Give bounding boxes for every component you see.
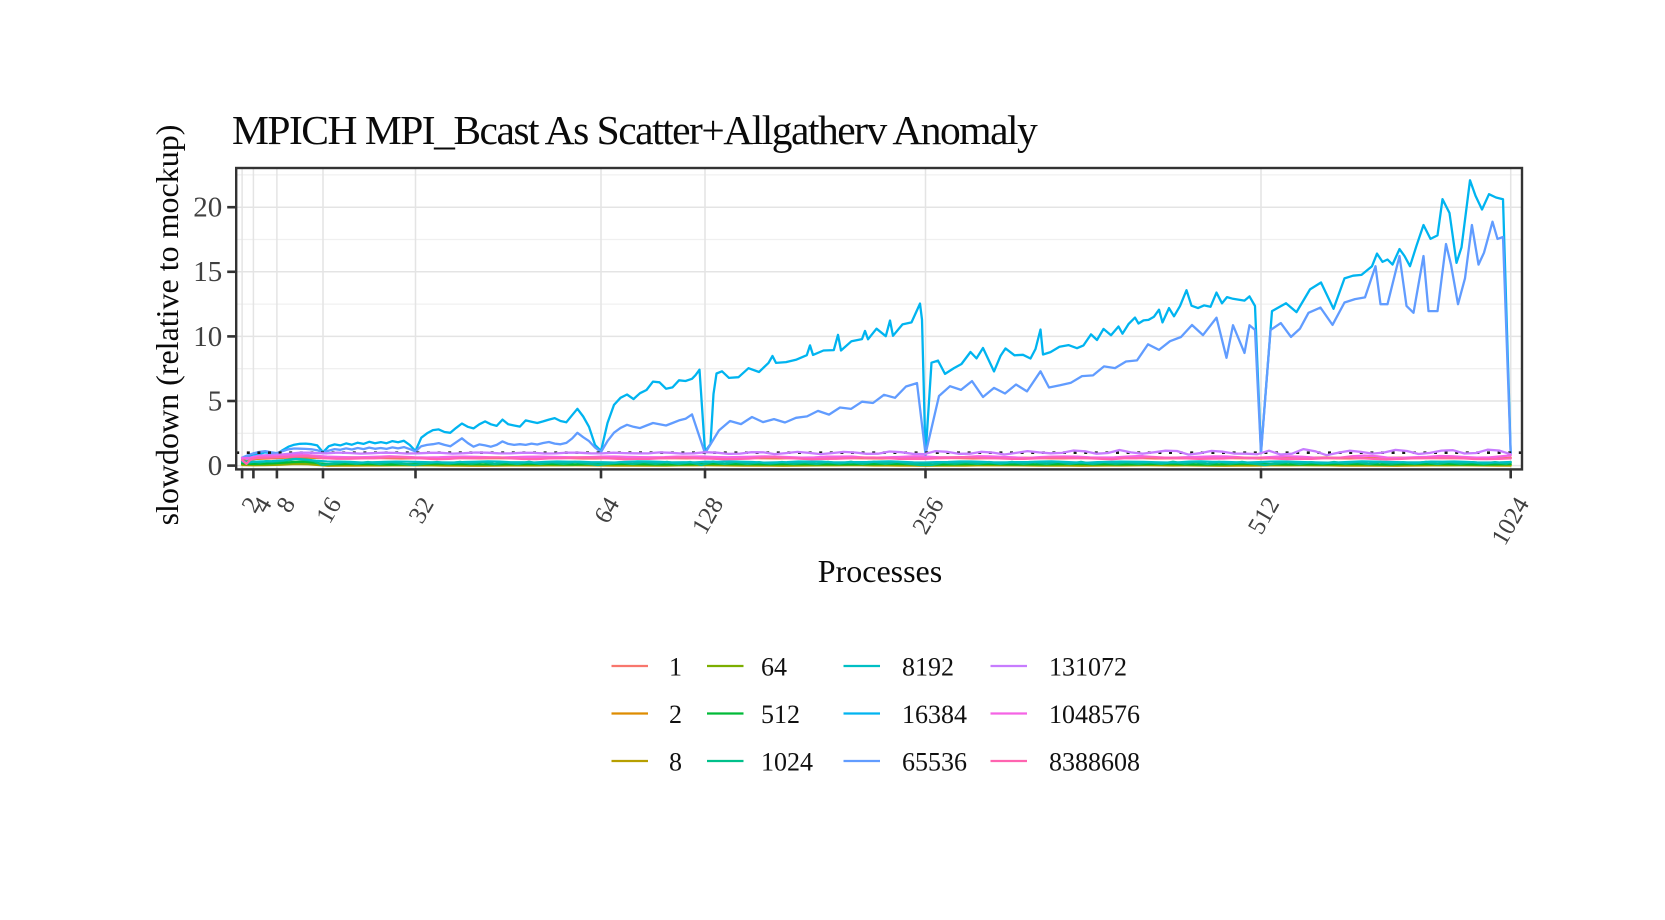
svg-text:8: 8 bbox=[669, 748, 682, 777]
svg-text:5: 5 bbox=[208, 385, 223, 417]
svg-text:1024: 1024 bbox=[761, 748, 813, 777]
svg-text:20: 20 bbox=[193, 192, 222, 224]
svg-text:8192: 8192 bbox=[902, 653, 954, 682]
svg-text:8388608: 8388608 bbox=[1049, 748, 1140, 777]
svg-text:16384: 16384 bbox=[902, 700, 967, 729]
svg-text:10: 10 bbox=[193, 321, 222, 353]
svg-text:512: 512 bbox=[761, 700, 800, 729]
svg-text:65536: 65536 bbox=[902, 748, 967, 777]
svg-text:MPICH MPI_Bcast As Scatter+All: MPICH MPI_Bcast As Scatter+Allgatherv An… bbox=[232, 107, 1038, 153]
svg-text:2: 2 bbox=[669, 700, 682, 729]
svg-text:1048576: 1048576 bbox=[1049, 700, 1140, 729]
svg-text:Processes: Processes bbox=[818, 553, 942, 589]
svg-text:slowdown (relative to mockup): slowdown (relative to mockup) bbox=[149, 125, 185, 526]
svg-text:0: 0 bbox=[208, 450, 223, 482]
svg-text:131072: 131072 bbox=[1049, 653, 1127, 682]
svg-text:64: 64 bbox=[761, 653, 787, 682]
svg-text:15: 15 bbox=[193, 256, 222, 288]
svg-text:1: 1 bbox=[669, 653, 682, 682]
